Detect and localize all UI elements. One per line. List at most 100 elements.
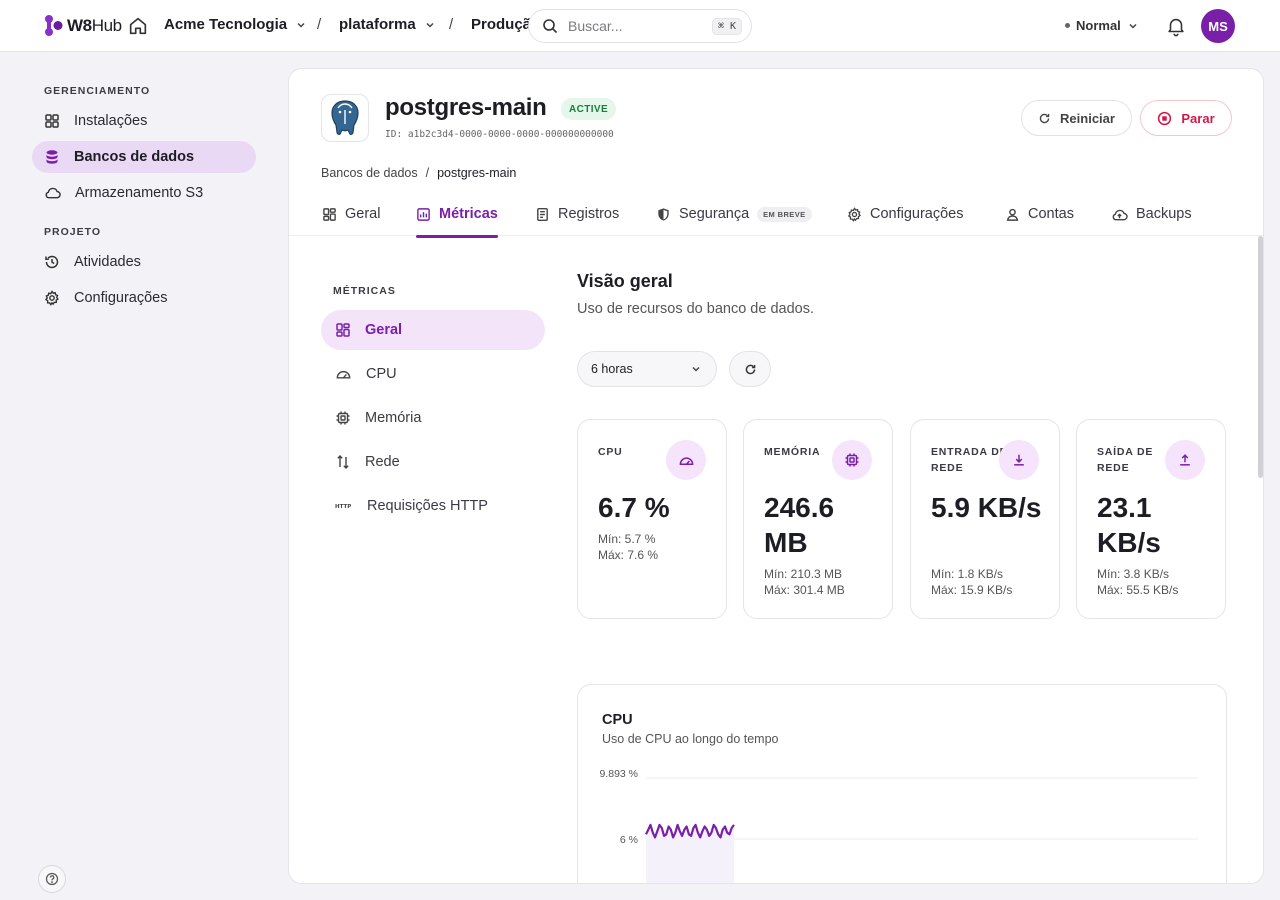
stat-value: 6.7 %: [598, 492, 670, 523]
gauge-icon: [336, 370, 351, 379]
chevron-down-icon: [426, 22, 434, 28]
stat-value: 23.1 KB/s: [1097, 492, 1161, 558]
metrics-nav-label: Requisições HTTP: [367, 498, 488, 514]
stop-icon: [1158, 111, 1172, 125]
metrics-nav-label: Geral: [365, 322, 403, 338]
gear-icon: [847, 206, 861, 222]
search-box[interactable]: ⌘ K: [528, 9, 752, 43]
stat-max: Máx: 15.9 KB/s: [931, 583, 1013, 597]
tab-label: Segurança: [679, 206, 750, 222]
refresh-button[interactable]: [729, 351, 771, 387]
sidebar-section-title: PROJETO: [44, 226, 101, 238]
logo-icon: [45, 15, 63, 36]
mode-selector[interactable]: Normal: [1065, 18, 1139, 33]
environment-selector[interactable]: Produção: [471, 16, 531, 33]
brand-logo[interactable]: W8Hub: [44, 13, 122, 39]
stat-max: Máx: 55.5 KB/s: [1097, 583, 1179, 597]
metrics-nav-geral[interactable]: Geral: [321, 310, 545, 350]
project-name: plataforma: [339, 16, 416, 33]
top-bar: W8Hub Acme Tecnologia / plataforma / Pro…: [0, 0, 1280, 52]
search-input[interactable]: [568, 18, 712, 34]
sidebar-item-label: Instalações: [74, 113, 148, 129]
scrollbar[interactable]: [1258, 236, 1263, 478]
download-icon: [999, 440, 1039, 480]
chip-icon: [832, 440, 872, 480]
chip-icon: [336, 411, 350, 425]
bell-icon[interactable]: [1165, 15, 1187, 37]
status-dot: [1065, 23, 1070, 28]
stop-label: Parar: [1181, 110, 1215, 126]
search-shortcut: ⌘ K: [711, 17, 742, 35]
metrics-nav-cpu[interactable]: CPU: [321, 354, 545, 394]
stat-card-saida-de-rede: SAÍDA DE REDE 23.1 KB/s Mín: 3.8 KB/s Má…: [1076, 419, 1226, 619]
breadcrumb-separator: /: [449, 16, 454, 33]
main-panel: postgres-main ACTIVE ID: a1b2c3d4-0000-0…: [288, 68, 1264, 884]
stat-label: SAÍDA DE REDE: [1097, 446, 1154, 474]
tab-label: Backups: [1136, 206, 1192, 222]
breadcrumb-separator: /: [425, 166, 430, 180]
avatar[interactable]: MS: [1201, 9, 1235, 43]
sidebar-item-bancos-de-dados[interactable]: Bancos de dados: [32, 141, 256, 173]
overview-title: Visão geral: [577, 271, 673, 291]
org-name: Acme Tecnologia: [164, 16, 288, 33]
stat-min: Mín: 5.7 %: [598, 532, 656, 546]
metrics-nav-requisicoes-http[interactable]: HTTP Requisições HTTP: [321, 486, 545, 526]
y-tick-label: 6 %: [620, 834, 638, 846]
tab-label: Configurações: [870, 206, 964, 222]
breadcrumb-current: postgres-main: [437, 166, 517, 180]
sidebar-item-armazenamento-s3[interactable]: Armazenamento S3: [32, 177, 256, 209]
database-id: ID: a1b2c3d4-0000-0000-0000-000000000000: [385, 129, 614, 140]
refresh-icon: [1039, 113, 1050, 123]
stat-value: 246.6 MB: [764, 492, 835, 558]
stat-max: Máx: 7.6 %: [598, 548, 659, 562]
sidebar-item-atividades[interactable]: Atividades: [32, 246, 256, 278]
home-icon[interactable]: [127, 15, 149, 37]
restart-button[interactable]: Reiniciar: [1021, 100, 1132, 136]
sidebar: GERENCIAMENTO Instalações Bancos de dado…: [0, 52, 270, 900]
chart-icon: [417, 207, 430, 221]
sidebar-item-instalacoes[interactable]: Instalações: [32, 105, 256, 137]
breadcrumb-link[interactable]: Bancos de dados: [321, 166, 418, 180]
metrics-nav-memoria[interactable]: Memória: [321, 398, 545, 438]
stat-label: ENTRADA DE REDE: [931, 446, 1008, 474]
stop-button[interactable]: Parar: [1140, 100, 1232, 136]
tab-geral[interactable]: Geral: [322, 192, 380, 236]
tab-metricas[interactable]: Métricas: [416, 192, 498, 238]
tab-registros[interactable]: Registros: [535, 192, 619, 236]
sidebar-item-configuracoes[interactable]: Configurações: [32, 282, 256, 314]
postgres-logo-icon: [321, 94, 369, 142]
tab-backups[interactable]: Backups: [1111, 192, 1192, 236]
stat-card-memoria: MEMÓRIA 246.6 MB Mín: 210.3 MB Máx: 301.…: [743, 419, 893, 619]
stat-label: MEMÓRIA: [764, 446, 821, 458]
org-selector[interactable]: Acme Tecnologia: [164, 16, 307, 33]
metrics-nav-rede[interactable]: Rede: [321, 442, 545, 482]
refresh-icon: [745, 364, 755, 374]
brand-name: W8Hub: [67, 16, 122, 35]
cpu-series-line: [645, 823, 735, 839]
grid-icon: [45, 114, 59, 128]
stat-min: Mín: 3.8 KB/s: [1097, 567, 1170, 581]
tab-seguranca[interactable]: Segurança EM BREVE: [656, 192, 812, 236]
time-range-select[interactable]: 6 horas: [577, 351, 717, 387]
stat-card-entrada-de-rede: ENTRADA DE REDE 5.9 KB/s Mín: 1.8 KB/s M…: [910, 419, 1060, 619]
stat-max: Máx: 301.4 MB: [764, 583, 845, 597]
sidebar-item-label: Bancos de dados: [74, 149, 195, 165]
cloud-upload-icon: [1112, 209, 1128, 220]
tab-contas[interactable]: Contas: [1005, 192, 1074, 236]
search-icon: [543, 19, 558, 34]
project-selector[interactable]: plataforma: [339, 16, 436, 33]
stat-min: Mín: 1.8 KB/s: [931, 567, 1004, 581]
tab-configuracoes[interactable]: Configurações: [847, 192, 964, 236]
tab-label: Registros: [558, 206, 620, 222]
y-tick-label: 2 %: [620, 883, 638, 884]
stat-min: Mín: 210.3 MB: [764, 567, 843, 581]
document-icon: [537, 207, 548, 221]
stat-card-cpu: CPU 6.7 % Mín: 5.7 % Máx: 7.6 %: [577, 419, 727, 619]
metrics-nav-label: CPU: [366, 366, 397, 382]
help-icon[interactable]: [38, 865, 66, 893]
cpu-series-area: [646, 824, 734, 883]
chevron-down-icon: [297, 22, 305, 28]
coming-soon-badge: EM BREVE: [757, 206, 812, 222]
sidebar-item-label: Armazenamento S3: [75, 185, 204, 201]
upload-icon: [1165, 440, 1205, 480]
